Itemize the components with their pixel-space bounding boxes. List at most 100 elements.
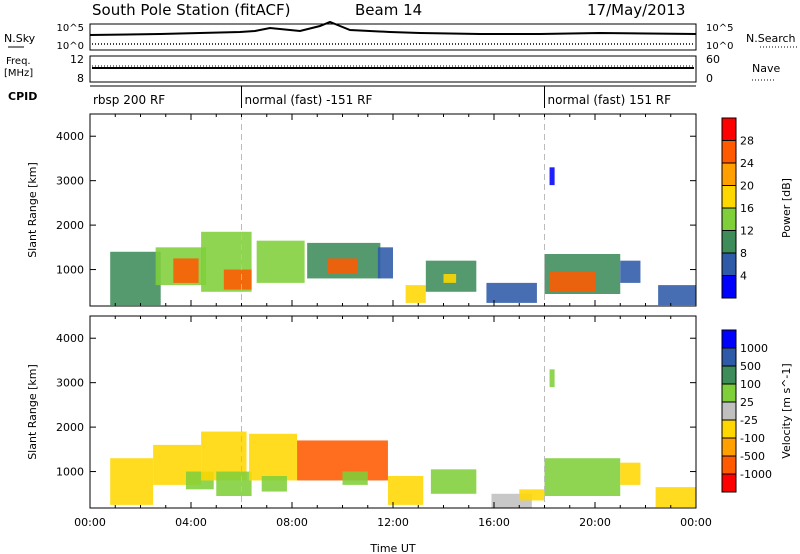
colorbar-tick-label: 16 (740, 202, 754, 215)
colorbar-swatch (722, 163, 736, 186)
data-cell (549, 167, 555, 186)
colorbar-tick-label: 20 (740, 180, 754, 193)
data-cell (377, 247, 393, 279)
y-tick-label: 1000 (56, 466, 84, 479)
colorbar-swatch (722, 456, 736, 475)
velocity-colorbar: 1000 500 100 25 -25 -100 -500 -1000 Velocity [m … (721, 329, 793, 493)
colorbar-tick-label: 100 (740, 378, 761, 391)
freq-left-tick-top: 12 (70, 53, 84, 66)
x-axis-label: Time UT (369, 542, 415, 554)
colorbar-tick-label: 25 (740, 396, 754, 409)
cpid-segments: rbsp 200 RF normal (fast) -151 RF normal (… (93, 86, 671, 108)
x-tick-label: 16:00 (478, 516, 510, 529)
colorbar-label: Velocity [m s^-1] (780, 363, 793, 458)
freq-unit-label: [MHz] (4, 68, 33, 79)
colorbar-swatch (722, 474, 736, 493)
data-cell (249, 433, 298, 481)
power-panel: 1000 2000 3000 4000 Slant Range [km] (26, 113, 697, 307)
nave-label: Nave (752, 62, 780, 75)
colorbar-tick-label: 8 (740, 247, 747, 260)
beam-label: Beam 14 (355, 1, 422, 19)
data-cell (620, 260, 641, 283)
colorbar-swatch (722, 230, 736, 254)
colorbar-tick-label: -100 (740, 432, 765, 445)
colorbar-tick-label: -25 (740, 414, 758, 427)
colorbar-swatch (722, 420, 736, 439)
cpid-label: CPID (8, 90, 37, 103)
nsearch-label: N.Search (746, 32, 796, 45)
freq-left-tick-bottom: 8 (77, 72, 84, 85)
colorbar-frame (721, 329, 737, 493)
nsky-left-tick-top: 10^5 (57, 23, 84, 34)
colorbar-swatch (722, 438, 736, 457)
x-tick-label: 20:00 (579, 516, 611, 529)
data-cell (261, 476, 287, 492)
nsky-label: N.Sky (4, 32, 36, 45)
y-tick-label: 1000 (56, 264, 84, 277)
y-tick-label: 2000 (56, 421, 84, 434)
x-tick-label: 12:00 (377, 516, 409, 529)
y-tick-label: 4000 (56, 130, 84, 143)
nsky-trace (89, 20, 697, 36)
data-cell (173, 258, 199, 283)
colorbar-tick-label: 12 (740, 225, 754, 238)
data-cell (405, 285, 426, 303)
data-cell (544, 458, 621, 496)
colorbar-swatch (722, 330, 736, 349)
data-cell (549, 271, 595, 292)
y-tick-label: 4000 (56, 332, 84, 345)
station-title: South Pole Station (fitACF) (92, 1, 290, 19)
data-cell (655, 487, 696, 508)
data-cell (549, 369, 555, 388)
data-cell (223, 269, 252, 290)
colorbar-tick-label: 500 (740, 360, 761, 373)
colorbar-swatch (722, 348, 736, 367)
colorbar-swatch (722, 185, 736, 209)
nsky-right-tick-bottom: 10^0 (706, 41, 733, 52)
data-cell (443, 274, 457, 283)
data-cell (256, 240, 305, 283)
velocity-panel: 1000 2000 3000 4000 00:00 04:00 08:00 12:00 16:0… (26, 315, 712, 554)
nave-right-tick-top: 60 (706, 53, 720, 66)
data-cell (486, 282, 537, 303)
power-colorbar: 4 8 12 16 20 24 28 Power [dB] (721, 117, 793, 299)
colorbar-swatch (722, 253, 736, 276)
x-tick-label: 08:00 (276, 516, 308, 529)
data-cell (216, 471, 252, 496)
cpid-segment-label: normal (fast) 151 RF (548, 93, 672, 107)
data-cell (110, 251, 161, 306)
data-cell (342, 471, 368, 485)
y-tick-label: 3000 (56, 377, 84, 390)
cpid-segment-label: rbsp 200 RF (93, 93, 165, 107)
data-cell (658, 285, 696, 306)
data-cell (430, 469, 477, 494)
colorbar-tick-label: -1000 (740, 468, 772, 481)
y-axis-label: Slant Range [km] (26, 364, 39, 460)
colorbar-swatch (722, 208, 736, 231)
colorbar-tick-label: 24 (740, 157, 754, 170)
freq-label: Freq. (6, 56, 31, 67)
nsky-panel (89, 23, 697, 51)
y-tick-label: 2000 (56, 219, 84, 232)
data-cell (519, 489, 545, 501)
x-tick-label: 04:00 (175, 516, 207, 529)
data-cell (327, 258, 358, 274)
data-cell (620, 462, 641, 485)
x-tick-label: 00:00 (74, 516, 106, 529)
colorbar-swatch (722, 118, 736, 141)
y-tick-label: 3000 (56, 175, 84, 188)
colorbar-tick-label: 1000 (740, 342, 768, 355)
freq-panel (89, 55, 697, 83)
nave-right-tick-bottom: 0 (706, 72, 713, 85)
colorbar-tick-label: -500 (740, 450, 765, 463)
colorbar-swatch (722, 366, 736, 385)
colorbar-tick-label: 28 (740, 135, 754, 148)
date-label: 17/May/2013 (587, 1, 685, 19)
colorbar-tick-label: 4 (740, 270, 747, 283)
cpid-segment-label: normal (fast) -151 RF (245, 93, 373, 107)
nsky-left-tick-bottom: 10^0 (57, 41, 84, 52)
colorbar-swatch (722, 275, 736, 299)
colorbar-label: Power [dB] (780, 178, 793, 238)
colorbar-swatch (722, 140, 736, 164)
